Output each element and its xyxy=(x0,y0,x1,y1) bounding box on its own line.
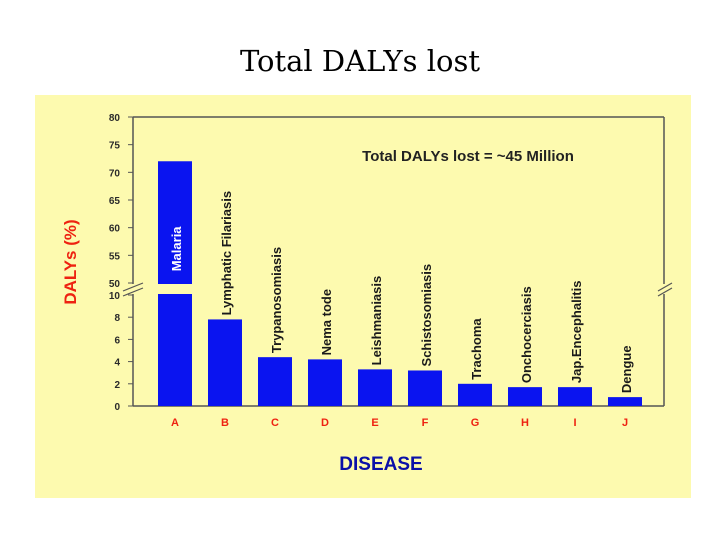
bar-A-upper xyxy=(158,161,192,284)
bar-A-lower xyxy=(158,294,192,406)
bar-label-G: Trachoma xyxy=(469,318,484,380)
axis-break-mark xyxy=(657,287,673,297)
y-axis-label: DALYs (%) xyxy=(61,219,80,304)
axis-break-mark xyxy=(122,287,144,297)
slide-title: Total DALYs lost xyxy=(239,44,481,78)
x-tick-label: C xyxy=(271,417,279,429)
axis-break-mark xyxy=(122,282,144,292)
bar-label-E: Leishmaniasis xyxy=(369,276,384,366)
bar-label-I: Jap.Encephalitis xyxy=(569,281,584,384)
y-tick-label: 4 xyxy=(114,358,120,369)
x-tick-label: G xyxy=(471,417,480,429)
x-tick-label: J xyxy=(622,417,628,429)
bar-label-D: Nema tode xyxy=(319,289,334,355)
y-tick-label: 8 xyxy=(114,313,120,324)
bar-J xyxy=(608,397,642,406)
bar-label-C: Trypanosomiasis xyxy=(269,247,284,353)
y-tick-label: 80 xyxy=(109,113,121,124)
bar-label-B: Lymphatic Filariasis xyxy=(219,191,234,316)
y-tick-label: 60 xyxy=(109,224,121,235)
y-tick-label: 10 xyxy=(109,291,121,302)
x-tick-label: A xyxy=(171,417,179,429)
x-axis-label: DISEASE xyxy=(339,454,422,475)
bar-F xyxy=(408,370,442,406)
x-tick-label: B xyxy=(221,417,229,429)
y-tick-label: 75 xyxy=(109,141,121,152)
x-tick-label: H xyxy=(521,417,529,429)
bar-C xyxy=(258,357,292,406)
bar-label-A: Malaria xyxy=(169,226,184,272)
chart-annotation: Total DALYs lost = ~45 Million xyxy=(362,148,574,165)
x-tick-label: E xyxy=(371,417,378,429)
bar-B xyxy=(208,319,242,406)
chart-panel xyxy=(35,95,691,498)
bar-label-H: Onchocerciasis xyxy=(519,286,534,383)
y-tick-label: 65 xyxy=(109,196,121,207)
bar-I xyxy=(558,387,592,406)
bar-E xyxy=(358,369,392,406)
y-tick-label: 55 xyxy=(109,251,121,262)
axis-break-mark xyxy=(657,282,673,292)
bar-label-J: Dengue xyxy=(619,345,634,393)
bar-label-F: Schistosomiasis xyxy=(419,264,434,367)
x-tick-label: F xyxy=(422,417,429,429)
bar-G xyxy=(458,383,492,406)
y-tick-label: 70 xyxy=(109,168,121,179)
y-tick-label: 50 xyxy=(109,279,121,290)
x-tick-label: I xyxy=(573,417,576,429)
x-tick-label: D xyxy=(321,417,329,429)
y-tick-label: 0 xyxy=(114,402,120,413)
y-tick-label: 2 xyxy=(114,380,120,391)
y-tick-label: 6 xyxy=(114,335,120,346)
bar-D xyxy=(308,359,342,406)
bar-H xyxy=(508,387,542,406)
